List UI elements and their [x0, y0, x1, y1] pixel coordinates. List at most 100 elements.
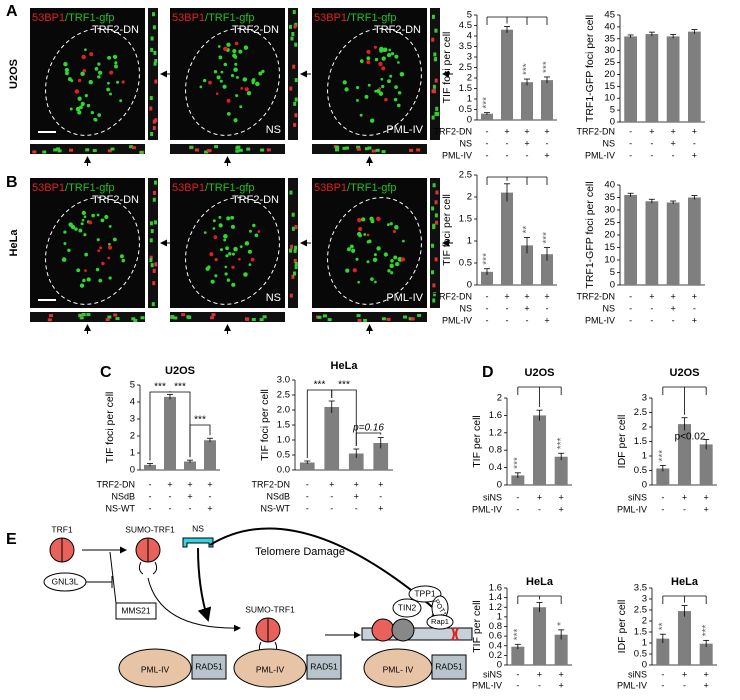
- panel-letter: B: [6, 174, 18, 191]
- y-axis-label: TIF foci per cell: [259, 389, 271, 461]
- projection-signal: [293, 271, 297, 276]
- bar: [554, 456, 568, 485]
- y-tick-label: 2: [130, 431, 135, 442]
- chart-title: HeLa: [526, 576, 554, 588]
- stain-green: /TRF1-gfp: [65, 12, 115, 24]
- focus: [89, 52, 94, 57]
- y-tick-label: 40: [604, 21, 615, 32]
- projection-signal: [153, 180, 157, 185]
- focus: [402, 239, 405, 243]
- projection-signal: [154, 79, 158, 84]
- y-tick-label: 0: [642, 660, 647, 671]
- focus: [254, 233, 259, 238]
- micrograph: [170, 8, 285, 140]
- focus: [63, 61, 68, 67]
- condition-label: NSdB: [111, 491, 135, 501]
- stain-red: 53BP1: [32, 12, 65, 24]
- diagram-label: SUMO-TRF1: [245, 604, 295, 614]
- projection-signal: [381, 150, 386, 154]
- projection-signal: [189, 145, 194, 149]
- condition-sign: +: [187, 479, 192, 489]
- projection-signal: [342, 146, 347, 150]
- condition-label: PML-IV: [617, 504, 647, 514]
- condition-sign: +: [207, 479, 212, 489]
- condition-sign: +: [524, 138, 529, 148]
- focus: [255, 81, 260, 87]
- focus: [119, 99, 123, 103]
- projection-signal: [149, 221, 153, 226]
- projection-signal: [236, 145, 241, 149]
- projection-signal: [131, 146, 136, 150]
- bar: [699, 444, 713, 485]
- condition-label: PML-IV: [617, 680, 647, 690]
- condition-sign: -: [189, 503, 192, 513]
- focus: [374, 89, 377, 93]
- stain-red: 53BP1: [32, 182, 65, 194]
- treatment-label: NS: [266, 292, 281, 304]
- focus: [88, 220, 93, 225]
- nucleus-outline: [185, 28, 280, 136]
- y-tick-label: 0.5: [634, 465, 647, 476]
- focus: [397, 256, 403, 262]
- condition-label: siNS: [628, 492, 647, 502]
- bar: [521, 245, 533, 285]
- condition-sign: +: [524, 303, 529, 313]
- y-tick-label: 3.5: [634, 583, 647, 594]
- bar: [299, 462, 315, 470]
- focus: [88, 79, 93, 85]
- focus: [397, 91, 402, 95]
- projection-signal: [154, 118, 158, 123]
- focus: [227, 111, 231, 116]
- condition-sign: +: [692, 150, 697, 160]
- projection-signal: [290, 244, 294, 249]
- y-tick-label: 20: [604, 69, 615, 80]
- focus: [233, 118, 238, 123]
- focus: [228, 252, 232, 256]
- diagram-label: TPP1: [414, 588, 436, 598]
- focus: [112, 54, 118, 60]
- focus: [234, 41, 239, 46]
- condition-sign: -: [629, 126, 632, 136]
- bar: [481, 271, 493, 285]
- projection-signal: [210, 316, 215, 320]
- condition-sign: -: [546, 138, 549, 148]
- condition-label: NS: [459, 303, 472, 313]
- y-tick-label: 0.4: [489, 462, 502, 473]
- focus: [233, 67, 238, 72]
- condition-sign: -: [629, 150, 632, 160]
- micrograph: [312, 8, 427, 140]
- y-axis-label: TIF per cell: [471, 415, 483, 468]
- projection-signal: [290, 36, 294, 41]
- condition-sign: -: [650, 138, 653, 148]
- condition-sign: +: [649, 291, 654, 301]
- focus: [231, 252, 235, 256]
- bar: [688, 197, 701, 285]
- annotation: p<0.02: [675, 432, 706, 443]
- projection-signal: [152, 190, 156, 195]
- bar: [645, 201, 659, 285]
- projection-signal: [154, 262, 158, 267]
- projection-signal: [246, 147, 251, 151]
- focus: [394, 85, 398, 89]
- y-tick-label: 2: [467, 192, 472, 203]
- bar: [144, 464, 156, 470]
- focus: [100, 218, 105, 223]
- y-tick-label: 2.5: [634, 605, 647, 616]
- projection-signal: [435, 190, 439, 195]
- condition-sign: -: [506, 315, 509, 325]
- focus: [246, 90, 252, 96]
- significance: *: [556, 622, 567, 626]
- bottom-projection: [312, 312, 427, 322]
- condition-sign: +: [670, 291, 675, 301]
- significance: ***: [556, 437, 567, 449]
- bar: [678, 611, 691, 665]
- y-tick-label: 2.5: [634, 407, 647, 418]
- cell-line-label: U2OS: [8, 59, 20, 89]
- condition-label: NS-WT: [106, 503, 136, 513]
- condition-sign: +: [682, 669, 687, 679]
- y-tick-label: 0.5: [634, 649, 647, 660]
- focus: [216, 75, 221, 80]
- y-tick-label: 5: [610, 105, 615, 116]
- projection-signal: [149, 255, 153, 260]
- focus: [232, 49, 237, 54]
